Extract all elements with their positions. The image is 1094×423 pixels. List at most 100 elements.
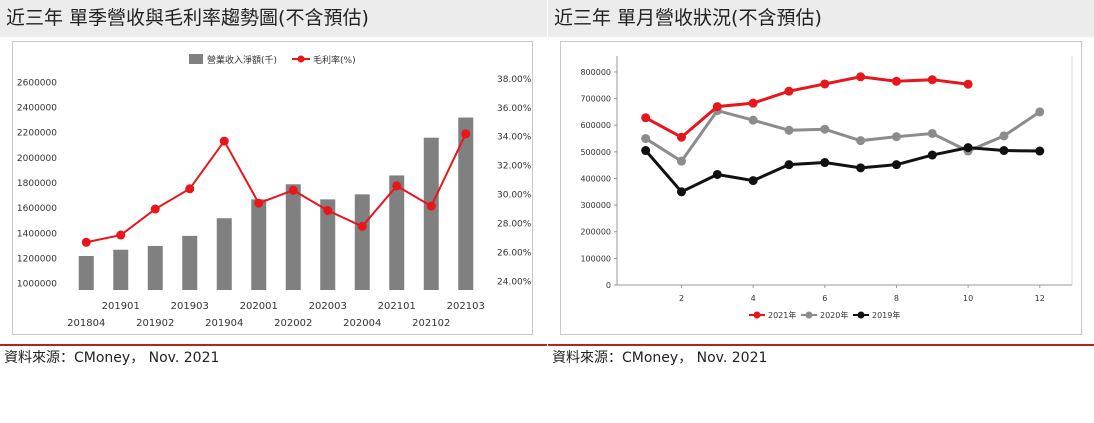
y-left-tick-label: 2000000 (17, 154, 57, 164)
x-tick-label-top: 201903 (171, 301, 209, 312)
revenue-bar (354, 194, 370, 290)
panel-gap (547, 0, 548, 346)
series-line-2021年 (644, 75, 969, 140)
right-panel: 近三年 單月營收狀況(不含預估) 0 100000 200000 300000 4000… (548, 0, 1094, 366)
y-left-tick-label: 1400000 (17, 229, 57, 239)
y-left-tick-label: 1200000 (17, 255, 57, 265)
series-point-2020年 (891, 132, 901, 142)
gross-margin-point (392, 181, 402, 191)
quarterly-chart: 營業收入淨額(千) 毛利率(%) 1000000 1200000 1400000 1600… (12, 41, 533, 335)
series-point-2021年 (676, 132, 686, 142)
y-tick-label: 400000 (580, 174, 611, 183)
x-tick-label-bottom: 201804 (67, 318, 105, 329)
series-point-2019年 (927, 150, 937, 160)
right-source-note: 資料來源：CMoney， Nov. 2021 (552, 350, 768, 366)
y-right-tick-label: 26.00% (497, 248, 532, 258)
y-left-tick-label: 2200000 (17, 129, 57, 139)
y-tick-label: 300000 (580, 201, 611, 210)
x-tick-label-top: 202003 (309, 301, 347, 312)
revenue-bar (389, 175, 405, 290)
y-left-tick-label: 2400000 (17, 103, 57, 113)
revenue-bar (78, 256, 94, 290)
gross-margin-point (461, 129, 471, 139)
series-point-2020年 (856, 136, 866, 146)
series-point-2019年 (676, 187, 686, 197)
y-left-tick-label: 2600000 (17, 78, 57, 88)
x-tick-label: 4 (751, 294, 756, 303)
legend-margin-marker (297, 55, 305, 63)
y-right-tick-label: 30.00% (497, 191, 532, 201)
series-point-2021年 (748, 98, 758, 108)
series-point-2019年 (891, 160, 901, 170)
series-point-2020年 (1035, 107, 1045, 117)
y-tick-label: 800000 (580, 68, 611, 77)
y-left-tick-label: 1000000 (17, 280, 57, 290)
gross-margin-point (357, 221, 367, 231)
gross-margin-point (185, 184, 195, 194)
x-tick-label: 10 (963, 294, 973, 303)
monthly-chart-svg: 0 100000 200000 300000 400000 500000 600000 700… (580, 56, 1073, 320)
x-tick-label-bottom: 201904 (205, 318, 243, 329)
series-point-2020年 (641, 134, 651, 144)
gross-margin-point (219, 136, 229, 146)
x-tick-label-top: 201901 (102, 301, 140, 312)
x-tick-label: 2 (679, 294, 684, 303)
y-right-tick-label: 38.00% (497, 75, 532, 85)
series-point-2020年 (676, 156, 686, 166)
x-tick-label-top: 202001 (240, 301, 278, 312)
revenue-bar (251, 199, 267, 290)
series-point-2021年 (891, 76, 901, 86)
series-point-2021年 (784, 86, 794, 96)
x-tick-label: 12 (1035, 294, 1045, 303)
series-point-2020年 (748, 115, 758, 125)
y-tick-label: 600000 (580, 121, 611, 130)
series-point-2019年 (963, 143, 973, 153)
revenue-bar (147, 245, 163, 290)
x-tick-label-bottom: 202002 (274, 318, 312, 329)
right-divider-rule (548, 344, 1094, 346)
left-panel: 近三年 單季營收與毛利率趨勢圖(不含預估) 營業收入淨額(千) 毛利率(%) 100… (0, 0, 547, 366)
revenue-bar (320, 199, 336, 290)
gross-margin-line (86, 133, 467, 244)
y-tick-label: 100000 (580, 254, 611, 263)
gross-margin-point (426, 201, 436, 211)
y-right-tick-label: 34.00% (497, 133, 532, 143)
series-point-2019年 (856, 163, 866, 173)
revenue-bar (113, 249, 129, 290)
y-tick-label: 700000 (580, 95, 611, 104)
legend-label-2019年: 2019年 (872, 310, 900, 320)
y-right-tick-label: 24.00% (497, 277, 532, 287)
y-tick-label: 0 (606, 281, 611, 290)
monthly-chart: 0 100000 200000 300000 400000 500000 600000 700… (560, 41, 1082, 335)
right-chart-title: 近三年 單月營收狀況(不含預估) (548, 0, 1094, 37)
series-point-2021年 (963, 79, 973, 89)
gross-margin-point (116, 230, 126, 240)
x-tick-label-top: 202103 (447, 301, 485, 312)
legend-label-2020年: 2020年 (820, 310, 848, 320)
gross-margin-point (323, 205, 333, 215)
series-point-2019年 (999, 146, 1009, 156)
series-point-2019年 (641, 146, 651, 156)
legend-marker-2020年 (805, 311, 813, 319)
revenue-bar (285, 184, 301, 290)
x-tick-label: 8 (894, 294, 899, 303)
series-point-2020年 (999, 131, 1009, 141)
series-point-2021年 (927, 75, 937, 85)
series-point-2021年 (712, 102, 722, 112)
y-right-tick-label: 32.00% (497, 162, 532, 172)
series-point-2021年 (820, 79, 830, 89)
y-tick-label: 200000 (580, 228, 611, 237)
y-right-tick-label: 36.00% (497, 104, 532, 114)
x-tick-label-bottom: 202102 (412, 318, 450, 329)
series-point-2020年 (820, 124, 830, 134)
series-point-2019年 (784, 160, 794, 170)
series-line-2019年 (644, 146, 1040, 194)
gross-margin-point (288, 185, 298, 195)
y-tick-label: 500000 (580, 148, 611, 157)
revenue-bar (216, 218, 232, 290)
series-point-2019年 (1035, 146, 1045, 156)
series-point-2019年 (748, 176, 758, 186)
x-tick-label-bottom: 201902 (136, 318, 174, 329)
left-source-note: 資料來源：CMoney， Nov. 2021 (4, 350, 220, 366)
legend-revenue-swatch (189, 54, 203, 64)
